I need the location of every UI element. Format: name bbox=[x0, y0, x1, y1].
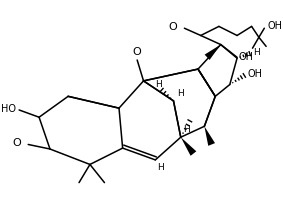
Text: H: H bbox=[155, 80, 161, 89]
Text: H: H bbox=[183, 125, 190, 134]
Text: H: H bbox=[177, 89, 184, 98]
Text: O: O bbox=[133, 47, 142, 57]
Polygon shape bbox=[181, 137, 196, 156]
Polygon shape bbox=[205, 44, 221, 60]
Text: H: H bbox=[253, 48, 260, 57]
Text: OH: OH bbox=[267, 21, 282, 31]
Text: H: H bbox=[157, 163, 164, 172]
Text: HO: HO bbox=[1, 104, 16, 114]
Text: O: O bbox=[12, 138, 21, 148]
Text: O: O bbox=[168, 22, 177, 32]
Polygon shape bbox=[204, 126, 215, 146]
Text: OH: OH bbox=[248, 69, 263, 79]
Text: OH: OH bbox=[239, 52, 254, 62]
